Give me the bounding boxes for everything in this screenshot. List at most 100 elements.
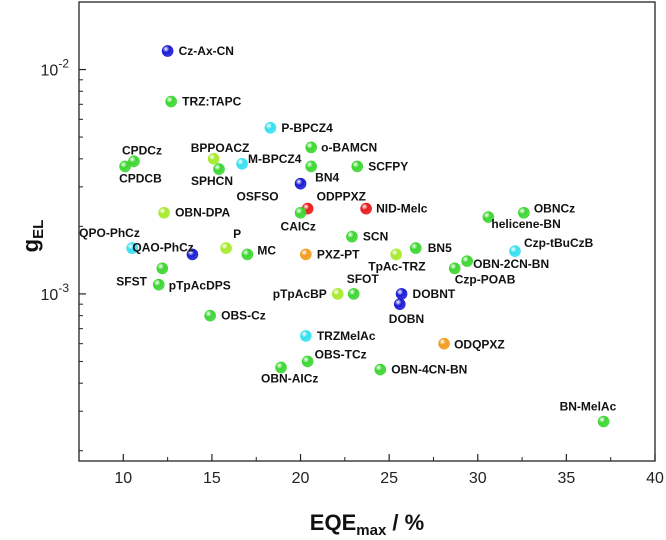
data-point <box>393 298 406 310</box>
data-point <box>241 248 254 261</box>
data-point <box>448 262 461 275</box>
data-point-label: Czp-tBuCzB <box>524 236 594 250</box>
data-point-label: NID-Melc <box>376 202 428 216</box>
data-point <box>156 262 169 275</box>
data-point-label: M-BPCZ4 <box>248 152 302 166</box>
x-tick-label: 40 <box>646 470 664 487</box>
points-layer <box>119 45 610 428</box>
data-point <box>597 415 610 428</box>
data-point-label: BN4 <box>315 170 339 184</box>
data-point-label: OBS-TCz <box>315 347 367 361</box>
plot-frame <box>78 1 656 462</box>
x-tick-label: 30 <box>469 470 487 487</box>
data-point <box>158 206 170 219</box>
x-tick-label: 35 <box>557 470 575 487</box>
data-point <box>204 309 216 322</box>
data-point <box>461 255 473 267</box>
data-point-label: BN-MelAc <box>560 399 617 413</box>
data-point-label: Cz-Ax-CN <box>179 44 234 58</box>
y-axis-title-sub: EL <box>30 220 47 239</box>
data-point-label: OBN-2CN-BN <box>473 257 549 271</box>
y-axis-title-main: g <box>18 239 43 252</box>
data-point <box>300 330 312 342</box>
data-point <box>128 155 140 168</box>
y-tick-label: 10-3 <box>41 281 70 304</box>
data-point <box>213 163 225 175</box>
y-axis-title: gEL <box>18 220 47 253</box>
data-point <box>374 363 387 376</box>
data-point <box>119 160 131 173</box>
data-point-label: ODPPXZ <box>317 190 366 204</box>
x-tick-label: 20 <box>292 470 310 487</box>
data-point-label: QPO-PhCz <box>79 226 140 240</box>
data-point-label: helicene-BN <box>491 217 560 231</box>
data-point <box>518 206 530 219</box>
data-point <box>220 242 232 254</box>
data-point-label: o-BAMCN <box>321 140 377 154</box>
x-axis-title-unit: / % <box>386 510 424 535</box>
data-point <box>409 242 422 254</box>
x-axis-title-main: EQE <box>310 510 356 535</box>
data-point-label: OBS-Cz <box>221 309 266 323</box>
data-point-label: BPPOACZ <box>191 141 250 155</box>
data-point <box>301 355 314 368</box>
data-point <box>275 361 287 374</box>
data-point <box>331 288 344 300</box>
data-point <box>509 245 521 258</box>
data-point-label: SFST <box>116 274 147 288</box>
data-point-label: OSFSO <box>237 190 279 204</box>
data-point-label: P <box>233 227 241 241</box>
data-point <box>294 177 307 190</box>
data-point <box>207 153 220 165</box>
data-point-label: MC <box>257 243 276 257</box>
data-point <box>152 278 165 291</box>
x-tick-label: 25 <box>380 470 398 487</box>
data-point-label: SCFPY <box>368 159 408 173</box>
data-point-label: CPDCz <box>122 143 162 157</box>
data-point <box>126 242 138 254</box>
x-tick-label: 15 <box>203 470 221 487</box>
data-point-label: PXZ-PT <box>317 247 360 261</box>
point-labels-layer: Cz-Ax-CN TRZ:TAPC P-BPCZ4 CPDCz CPDCB BPPOACZ… <box>79 44 616 414</box>
data-point <box>300 248 312 261</box>
data-point-label: SCN <box>363 230 388 244</box>
data-point <box>305 141 317 154</box>
data-point-label: OBNCz <box>534 202 575 216</box>
data-point <box>438 337 450 350</box>
ticks-layer: 10 15 20 25 30 35 40 10-3 10-2 <box>41 1 664 487</box>
data-point <box>305 160 317 173</box>
data-point <box>264 121 277 134</box>
data-point-label: QAO-PhCz <box>132 240 193 254</box>
x-axis-title-sub: max <box>356 522 387 539</box>
data-point-label: pTpAcDPS <box>169 279 231 293</box>
data-point <box>186 248 199 261</box>
data-point <box>390 248 403 261</box>
data-point-label: CAICz <box>281 220 316 234</box>
data-point <box>294 206 307 219</box>
data-point <box>346 230 358 243</box>
data-point-label: CPDCB <box>119 171 162 185</box>
data-point-label: P-BPCZ4 <box>281 121 333 135</box>
data-point <box>482 211 495 223</box>
x-axis-title: EQEmax / % <box>310 510 424 539</box>
data-point-label: TRZMelAc <box>317 329 376 343</box>
data-point-label: TpAc-TRZ <box>368 259 425 273</box>
y-tick-label: 10-2 <box>41 57 70 80</box>
x-tick-label: 10 <box>114 470 132 487</box>
data-point <box>236 158 248 170</box>
data-point-label: OBN-4CN-BN <box>391 363 467 377</box>
data-point-label: OBN-DPA <box>175 206 230 220</box>
data-point-label: BN5 <box>428 241 452 255</box>
data-point-label: ODQPXZ <box>454 338 505 352</box>
data-point-label: Czp-POAB <box>455 272 516 286</box>
data-point <box>165 95 177 108</box>
data-point-label: DOBN <box>389 312 424 326</box>
data-point <box>395 288 408 300</box>
data-point-label: SPHCN <box>191 174 233 188</box>
data-point <box>161 45 174 57</box>
data-point-label: OBN-AICz <box>261 371 318 385</box>
data-point-label: SFOT <box>347 272 380 286</box>
data-point-label: pTpAcBP <box>273 287 327 301</box>
data-point-label: TRZ:TAPC <box>182 95 241 109</box>
